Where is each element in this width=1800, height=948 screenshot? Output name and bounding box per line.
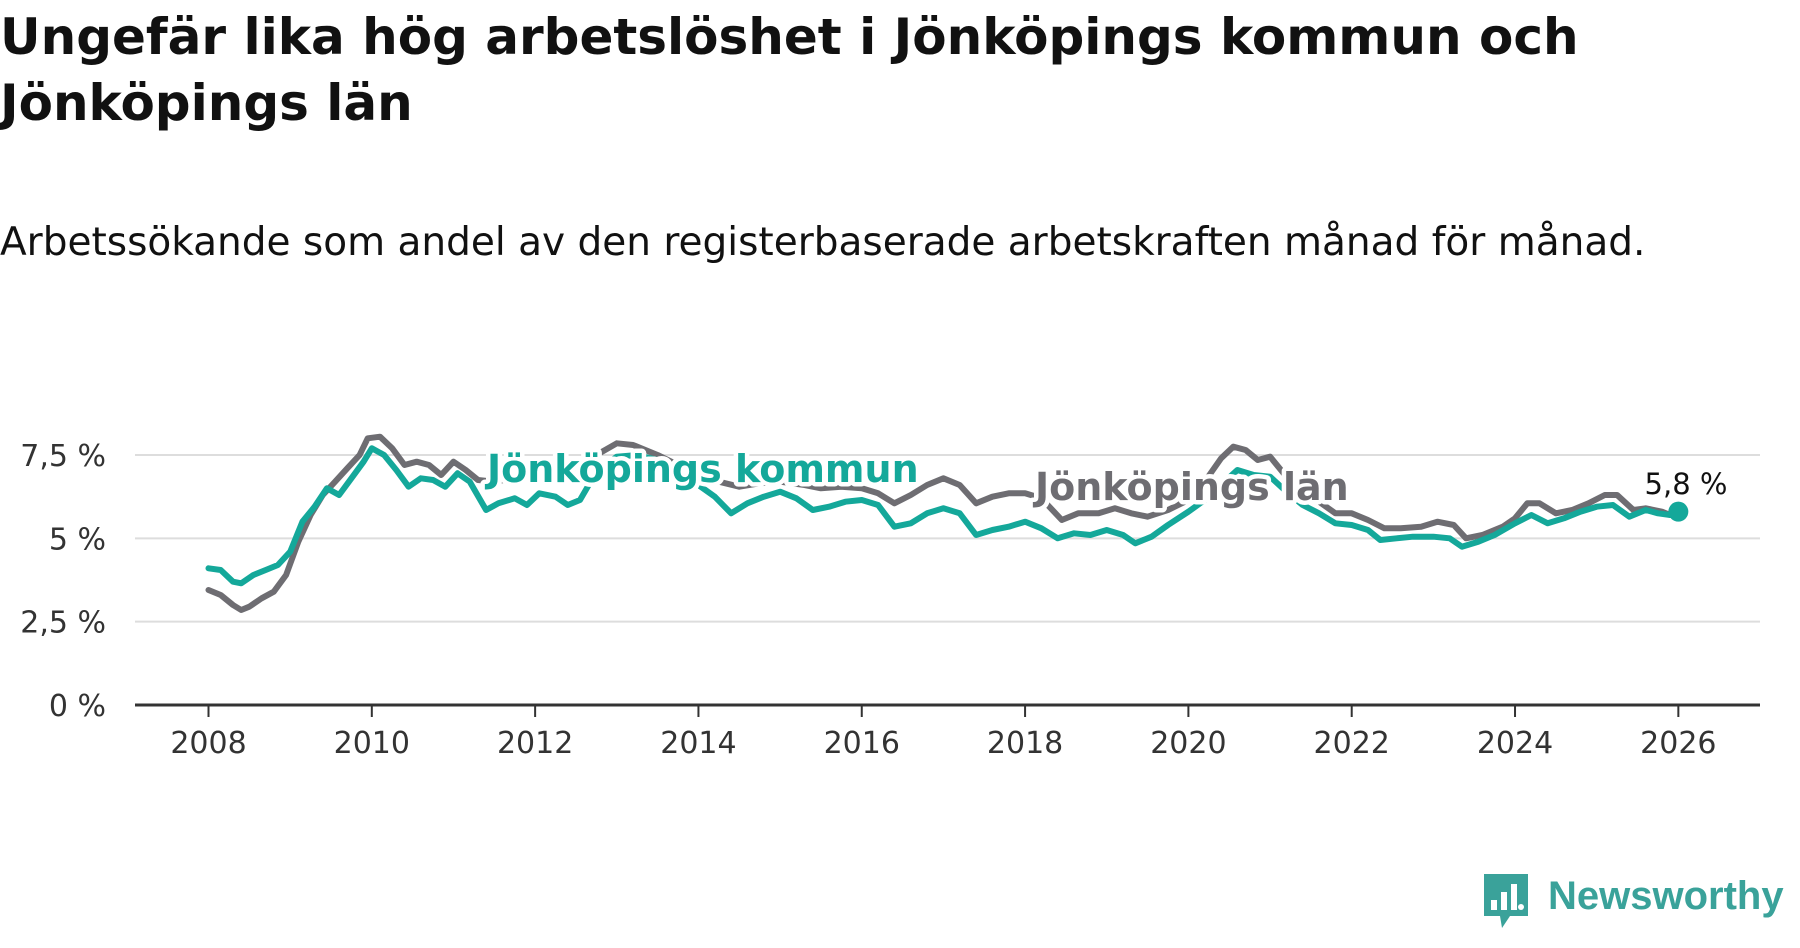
x-tick-label: 2010 [334, 726, 410, 761]
series-label-kommun: Jönköpings kommun [484, 447, 919, 491]
series-line-kommun [205, 445, 1682, 587]
x-tick-label: 2026 [1640, 726, 1716, 761]
x-tick-label: 2020 [1150, 726, 1226, 761]
series-group [205, 433, 1689, 613]
newsworthy-brand: Newsworthy [1480, 868, 1800, 948]
y-tick-label: 2,5 % [20, 606, 106, 641]
y-axis: 0 % 2,5 % 5 % 7,5 % [20, 439, 106, 724]
x-tick-label: 2008 [170, 726, 246, 761]
x-tick-label: 2018 [987, 726, 1063, 761]
end-value-label: 5,8 % [1645, 467, 1728, 501]
end-point-marker [1668, 501, 1689, 522]
x-tick-label: 2022 [1314, 726, 1390, 761]
x-tick-label: 2024 [1477, 726, 1553, 761]
y-tick-label: 5 % [49, 522, 106, 557]
series-labels: Jönköpings kommun Jönköpings län 5,8 % [480, 443, 1731, 514]
brand-name: Newsworthy [1548, 874, 1784, 918]
y-tick-label: 7,5 % [20, 439, 106, 474]
x-axis: 2008 2010 2012 2014 2016 2018 2020 2022 2024 2026 [135, 703, 1760, 761]
newsworthy-logo-icon [1484, 874, 1528, 928]
x-tick-label: 2016 [824, 726, 900, 761]
x-tick-label: 2012 [497, 726, 573, 761]
chart-title: Ungefär lika hög arbetslöshet i Jönköpin… [0, 8, 1579, 132]
y-tick-label: 0 % [49, 689, 106, 724]
series-line-lan [205, 433, 1682, 613]
chart-subtitle: Arbetssökande som andel av den registerb… [0, 220, 1646, 265]
series-label-lan: Jönköpings län [1032, 465, 1349, 509]
line-chart: 0 % 2,5 % 5 % 7,5 % 2008 2010 2012 2014 2016 201… [20, 433, 1760, 761]
x-tick-label: 2014 [660, 726, 736, 761]
